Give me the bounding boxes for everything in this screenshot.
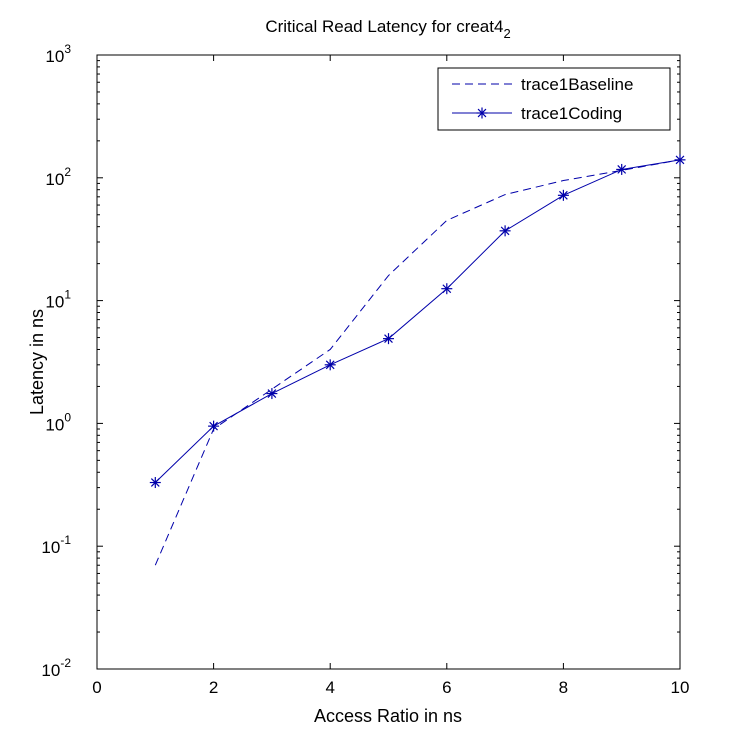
y-axis-label: Latency in ns (27, 309, 47, 415)
legend-coding-label: trace1Coding (521, 104, 622, 123)
series-layer (149, 154, 686, 566)
x-tick-label: 2 (209, 678, 218, 697)
legend: trace1Baseline trace1Coding (437, 67, 671, 131)
series-line-trace1Coding (154, 159, 681, 483)
data-point-trace1Coding (616, 163, 628, 175)
data-point-trace1Coding (324, 359, 336, 371)
data-point-trace1Coding (499, 225, 511, 237)
y-tick-label: 102 (45, 165, 71, 189)
x-tick-label: 8 (559, 678, 568, 697)
data-point-trace1Coding (674, 154, 686, 166)
data-point-trace1Coding (383, 333, 394, 345)
x-tick-label: 4 (325, 678, 334, 697)
legend-baseline-label: trace1Baseline (521, 75, 633, 94)
axis-ticks: 0 2 4 6 8 10 10-2 10-1 100 101 102 103 (41, 42, 689, 697)
y-tick-label: 103 (45, 42, 71, 66)
series-line-trace1Baseline (154, 159, 681, 566)
chart-title: Critical Read Latency for creat42 (265, 17, 510, 41)
y-tick-label: 101 (45, 288, 71, 312)
data-point-trace1Coding (266, 388, 278, 400)
x-axis-label: Access Ratio in ns (314, 706, 462, 726)
data-point-trace1Coding (208, 420, 220, 432)
legend-box (437, 67, 671, 131)
legend-asterisk-marker (476, 107, 488, 119)
data-point-trace1Coding (441, 283, 453, 295)
y-tick-label: 10-1 (41, 533, 71, 557)
data-point-trace1Coding (557, 189, 569, 201)
legend-coding-marker (476, 107, 488, 119)
y-tick-label: 100 (45, 410, 71, 434)
data-point-trace1Coding (149, 477, 161, 489)
x-tick-label: 0 (92, 678, 101, 697)
x-tick-label: 6 (442, 678, 451, 697)
x-tick-label: 10 (671, 678, 690, 697)
y-tick-label: 10-2 (41, 656, 71, 680)
plot-area (96, 54, 681, 670)
